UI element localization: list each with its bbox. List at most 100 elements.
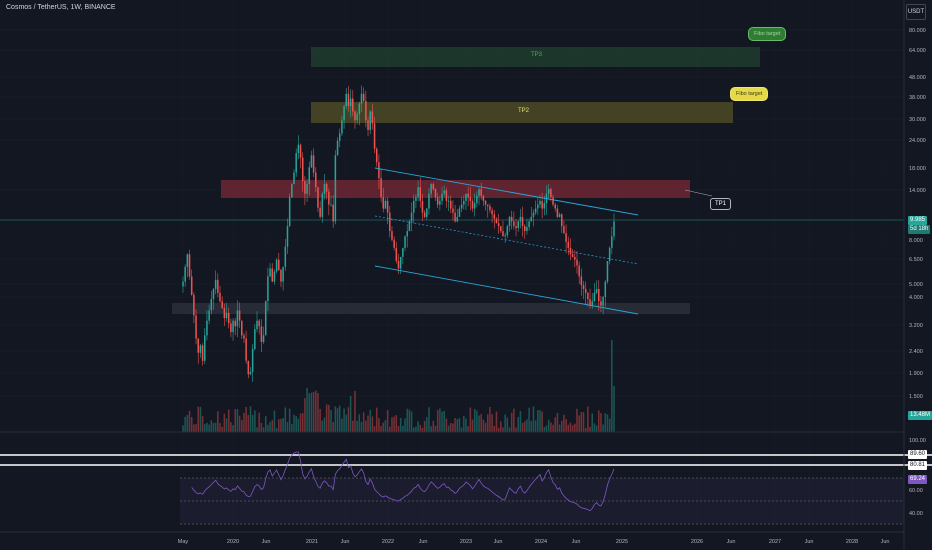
time-axis[interactable]: May 2020 Jun 2021 Jun 2022 Jun 2023 Jun 2024 Jun 20… (178, 539, 890, 545)
candle-body (328, 191, 330, 205)
support-zone[interactable] (172, 303, 690, 314)
volume-bar (580, 412, 583, 432)
candle-body (378, 162, 380, 179)
candle-body (421, 200, 424, 213)
tp3-zone[interactable] (311, 47, 760, 67)
candle-body (406, 231, 408, 237)
tp1-label[interactable]: TP1 (710, 198, 732, 210)
candle-body (271, 268, 274, 282)
candle-body (352, 98, 354, 112)
volume-bar (234, 409, 237, 432)
candle-body (269, 268, 271, 277)
volume-bar (201, 415, 204, 432)
volume-bar (195, 424, 197, 432)
candle-body (238, 310, 241, 321)
candle-body (558, 214, 561, 217)
fibo-target-label-1[interactable]: Fibo target (748, 27, 787, 41)
candle-body (402, 247, 404, 257)
candle-body (308, 167, 311, 185)
volume-bar (243, 412, 245, 432)
candle-body (210, 299, 213, 311)
volume-bar (480, 414, 482, 432)
volume-bar (530, 421, 533, 432)
candle-body (426, 208, 428, 217)
candle-body (371, 111, 374, 124)
symbol-title[interactable]: Cosmos / TetherUS, 1W, BINANCE (6, 4, 116, 11)
candle-body (332, 204, 334, 222)
candle-body (423, 212, 426, 217)
candle-body (439, 200, 441, 205)
candle-body (513, 221, 515, 227)
price-tick-label: 1.500 (909, 394, 923, 400)
candle-body (613, 221, 615, 237)
price-tick-label: 3.200 (909, 323, 923, 329)
tp1-zone[interactable] (221, 180, 690, 198)
volume-bar (386, 410, 389, 432)
candle-body (299, 144, 302, 158)
candle-body (236, 310, 239, 327)
candle-body (510, 216, 513, 222)
candle-body (367, 120, 369, 130)
volume-bar (595, 425, 598, 432)
candle-body (434, 189, 437, 198)
rsi-upper-tag: 89.60 (908, 450, 928, 459)
tp2-label: TP2 (518, 108, 530, 114)
volume-bar (365, 420, 367, 432)
volume-bar (404, 418, 406, 432)
volume-bar (260, 422, 263, 432)
volume-bar (447, 425, 450, 432)
volume-bar (262, 427, 265, 432)
volume-bar (362, 412, 365, 432)
volume-bar (304, 398, 306, 432)
channel-upper-line[interactable] (374, 167, 639, 216)
candle-body (528, 221, 530, 228)
price-tick-label: 48.000 (909, 75, 926, 81)
rsi-axis[interactable]: 100.00 60.00 40.00 (909, 438, 926, 517)
volume-bar (473, 408, 476, 432)
candle-body (286, 226, 289, 247)
candle-body (412, 200, 415, 213)
candle-body (395, 247, 398, 262)
volume-bar (471, 419, 474, 432)
volume-bar (308, 393, 311, 432)
candle-body (517, 221, 519, 229)
candle-body (273, 271, 276, 282)
volume-bar (217, 411, 219, 432)
candle-body (247, 360, 250, 375)
candle-body (454, 212, 456, 222)
channel-mid-line[interactable] (374, 215, 639, 265)
time-tick-label: Jun (494, 539, 503, 545)
volume-bar (532, 406, 535, 432)
volume-bar (382, 422, 385, 432)
volume-bar (199, 406, 202, 432)
currency-button[interactable]: USDT (906, 4, 926, 20)
volume-bar (278, 419, 280, 432)
tp2-zone[interactable] (311, 102, 733, 123)
volume-bar (569, 422, 572, 432)
volume-bar (445, 418, 448, 432)
candle-body (482, 195, 485, 201)
candle-body (445, 190, 448, 201)
volume-bar (439, 408, 441, 432)
volume-bar (349, 395, 352, 432)
volume-bar (574, 423, 576, 432)
candle-body (356, 114, 358, 121)
volume-bar (436, 410, 439, 432)
price-tick-label: 64.000 (909, 48, 926, 54)
volume-bar (236, 409, 239, 432)
candle-body (473, 203, 476, 209)
candle-body (251, 348, 254, 372)
volume-bar (384, 420, 387, 432)
candle-body (556, 208, 559, 217)
volume-bar (347, 407, 350, 432)
price-axis[interactable]: 80.000 64.000 48.000 38.000 30.000 24.000 18.0… (909, 28, 926, 400)
candle-body (319, 207, 321, 217)
candle-body (365, 100, 367, 121)
volume-bar (421, 427, 424, 432)
channel-lower-line[interactable] (374, 265, 639, 315)
volume-bar (275, 427, 278, 432)
candle-body (530, 216, 533, 222)
volume-bar (504, 414, 506, 432)
fibo-target-label-2[interactable]: Fibo target (730, 87, 769, 101)
